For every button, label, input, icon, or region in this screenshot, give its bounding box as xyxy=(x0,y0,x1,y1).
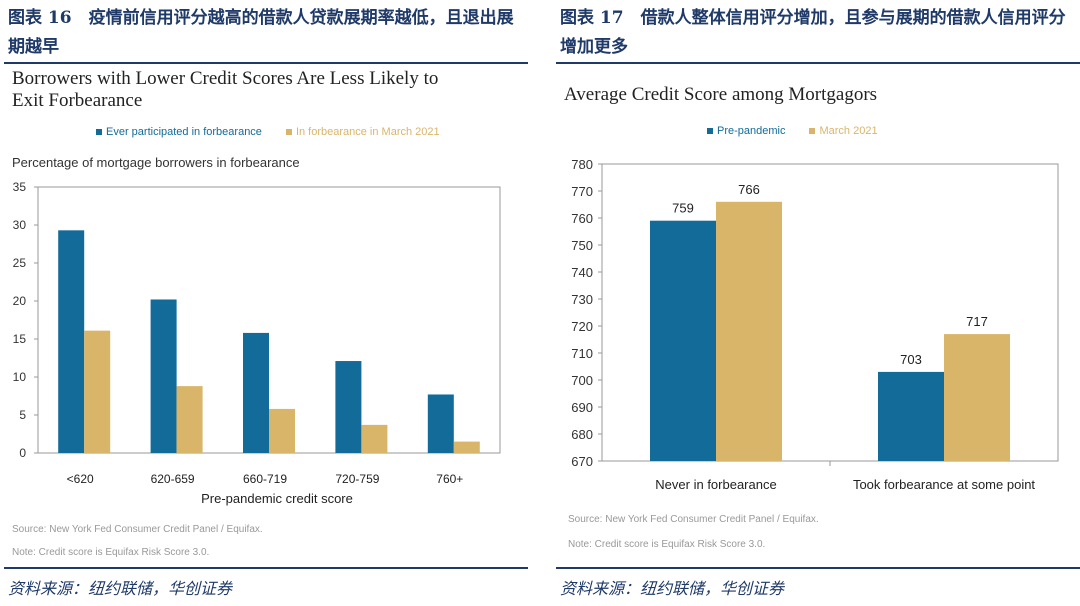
legend-item: March 2021 xyxy=(809,125,878,137)
y-tick-label: 25 xyxy=(13,256,27,270)
bar xyxy=(453,441,480,453)
y-tick-label: 740 xyxy=(571,265,593,280)
x-axis-label: Pre-pandemic credit score xyxy=(201,491,353,506)
legend: Ever participated in forbearance In forb… xyxy=(96,126,440,138)
score-note: Note: Credit score is Equifax Risk Score… xyxy=(568,539,766,550)
legend-swatch xyxy=(707,128,713,134)
figure-caption: 图表 17 借款人整体信用评分增加，且参与展期的借款人信用评分增加更多 xyxy=(560,8,1066,57)
figure-17: 图表 17 借款人整体信用评分增加，且参与展期的借款人信用评分增加更多 Aver… xyxy=(552,0,1080,606)
x-tick-label: Took forbearance at some point xyxy=(853,477,1035,492)
legend-item: In forbearance in March 2021 xyxy=(285,126,440,138)
source-note: Source: New York Fed Consumer Credit Pan… xyxy=(568,514,819,525)
y-tick-label: 5 xyxy=(19,408,26,422)
chart-title: Borrowers with Lower Credit Scores Are L… xyxy=(12,68,438,112)
bar xyxy=(243,332,269,453)
x-tick-label: 620-659 xyxy=(151,472,195,486)
y-tick-label: 730 xyxy=(571,292,593,307)
bar xyxy=(269,408,295,453)
y-tick-label: 700 xyxy=(571,373,593,388)
x-tick-label: 760+ xyxy=(436,472,463,486)
y-tick-label: 770 xyxy=(571,184,593,199)
legend-label: March 2021 xyxy=(819,125,878,137)
bottom-rule xyxy=(4,567,528,569)
y-tick-label: 0 xyxy=(19,446,26,460)
bar-chart-17: 670 680 690 700 710 720 730 740 750 760 770 780 759 7… xyxy=(571,157,1059,492)
bar xyxy=(58,230,85,453)
legend-label: In forbearance in March 2021 xyxy=(295,126,440,138)
top-rule xyxy=(4,62,528,64)
legend-swatch xyxy=(96,129,102,135)
data-label: 703 xyxy=(900,352,922,367)
y-tick-label: 35 xyxy=(13,180,27,194)
bar xyxy=(150,299,177,453)
legend-label: Pre-pandemic xyxy=(717,125,786,137)
legend-item: Pre-pandemic xyxy=(707,125,785,137)
legend-label: Ever participated in forbearance xyxy=(106,126,262,138)
y-tick-label: 750 xyxy=(571,238,593,253)
bar xyxy=(716,201,782,462)
top-rule xyxy=(556,62,1080,64)
y-tick-label: 10 xyxy=(13,370,27,384)
bar xyxy=(84,330,111,453)
x-tick-label: 720-759 xyxy=(335,472,379,486)
y-tick-label: 680 xyxy=(571,427,593,442)
y-tick-label: 690 xyxy=(571,400,593,415)
figure-16: 图表 16 疫情前信用评分越高的借款人贷款展期率越低，且退出展期越早 Borro… xyxy=(0,0,528,606)
data-label: 717 xyxy=(966,314,988,329)
y-tick-label: 670 xyxy=(571,454,593,469)
data-source: 资料来源：纽约联储，华创证券 xyxy=(560,579,785,598)
bar xyxy=(427,394,454,453)
chart-title: Average Credit Score among Mortgagors xyxy=(564,84,877,106)
chart-title-line-2: Exit Forbearance xyxy=(12,90,143,111)
y-tick-label: 20 xyxy=(13,294,27,308)
bar xyxy=(335,361,362,453)
legend: Pre-pandemic March 2021 xyxy=(707,125,878,137)
x-tick-label: 660-719 xyxy=(243,472,287,486)
x-tick-label: Never in forbearance xyxy=(655,477,776,492)
y-tick-label: 710 xyxy=(571,346,593,361)
data-label: 766 xyxy=(738,182,760,197)
legend-item: Ever participated in forbearance xyxy=(96,126,262,138)
legend-swatch xyxy=(285,129,292,135)
bar-chart-16: 0 5 10 15 20 25 30 35 <620 620-659 660-719 720-759 7… xyxy=(13,180,501,506)
y-tick-label: 780 xyxy=(571,157,593,172)
bar xyxy=(878,371,944,461)
x-tick-label: <620 xyxy=(67,472,94,486)
source-note: Source: New York Fed Consumer Credit Pan… xyxy=(12,524,263,535)
bar xyxy=(650,220,716,461)
bottom-rule xyxy=(556,567,1080,569)
y-tick-label: 720 xyxy=(571,319,593,334)
chart-title-line-1: Borrowers with Lower Credit Scores Are L… xyxy=(12,68,439,89)
chart-subtitle: Percentage of mortgage borrowers in forb… xyxy=(12,155,300,170)
data-label: 759 xyxy=(672,201,694,216)
data-source: 资料来源：纽约联储，华创证券 xyxy=(8,579,233,598)
bar xyxy=(176,386,203,453)
y-tick-label: 30 xyxy=(13,218,27,232)
y-tick-label: 15 xyxy=(13,332,27,346)
bar xyxy=(944,334,1010,461)
figure-caption: 图表 16 疫情前信用评分越高的借款人贷款展期率越低，且退出展期越早 xyxy=(8,8,514,57)
chart-title-line-1: Average Credit Score among Mortgagors xyxy=(564,84,878,105)
bar xyxy=(361,424,388,453)
score-note: Note: Credit score is Equifax Risk Score… xyxy=(12,547,210,558)
legend-swatch xyxy=(809,128,816,134)
y-tick-label: 760 xyxy=(571,211,593,226)
